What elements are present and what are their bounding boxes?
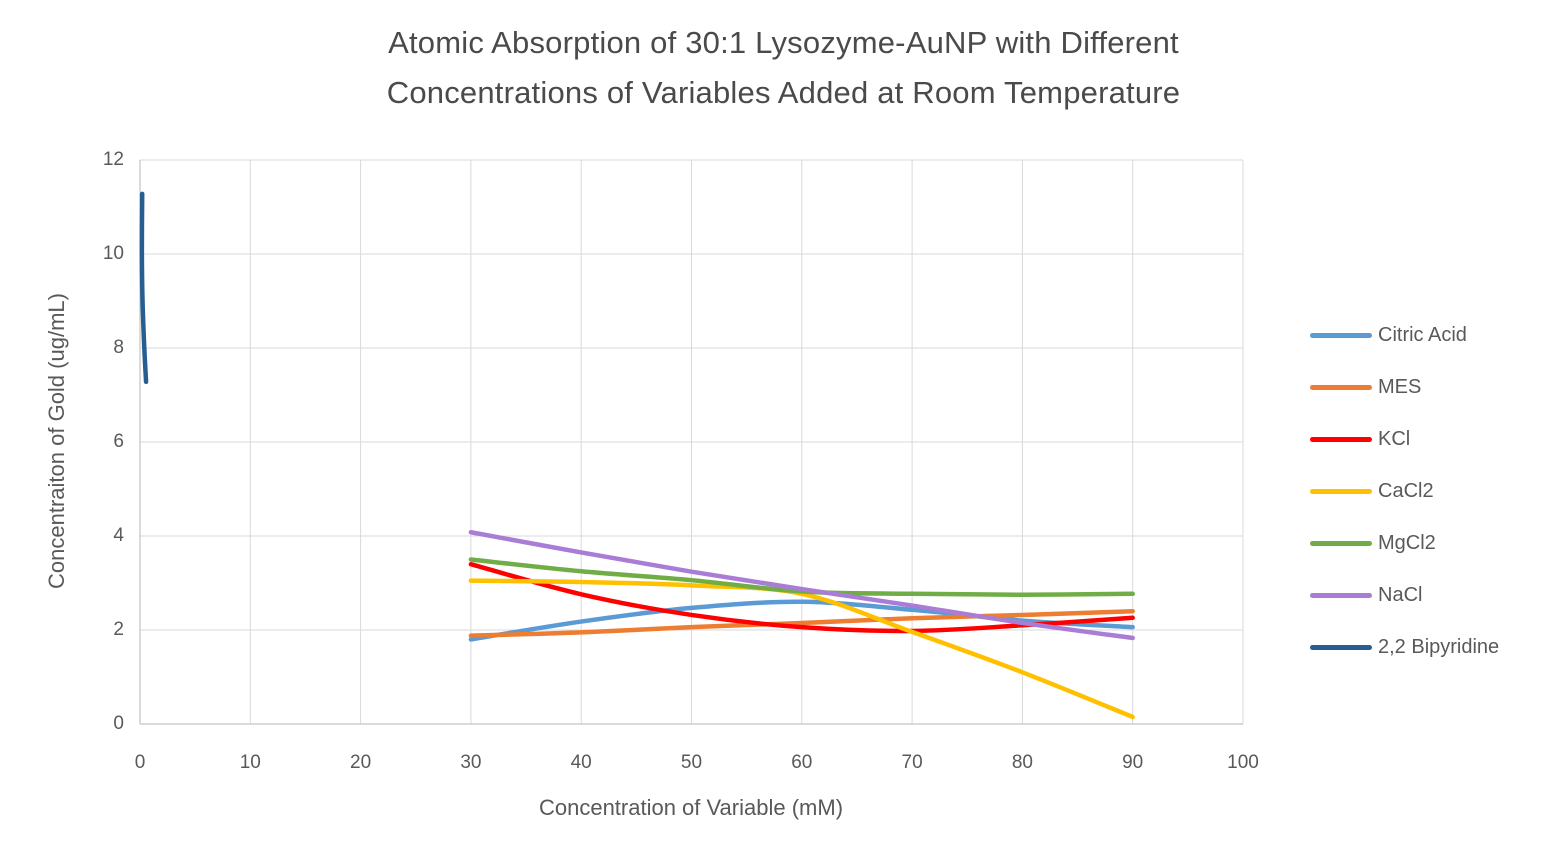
x-tick-label: 80 xyxy=(1011,752,1033,773)
x-tick-label: 20 xyxy=(350,752,372,773)
legend-swatch-mgcl2 xyxy=(1310,540,1372,546)
y-tick-label: 10 xyxy=(102,243,124,264)
x-tick-label: 100 xyxy=(1227,752,1259,773)
x-tick-label: 50 xyxy=(680,752,703,773)
x-tick-label: 0 xyxy=(134,752,146,773)
series-line-2-2-bipyridine xyxy=(139,191,149,385)
legend-swatch-kcl xyxy=(1310,436,1372,442)
y-tick-label: 2 xyxy=(113,619,124,640)
legend-label: Citric Acid xyxy=(1378,323,1467,346)
y-tick-label: 6 xyxy=(113,431,124,452)
series-line-cacl2 xyxy=(468,578,1135,720)
y-tick-label: 12 xyxy=(102,149,124,170)
legend-item-citric-acid: Citric Acid xyxy=(1310,324,1499,346)
legend-label: NaCl xyxy=(1378,583,1423,606)
chart-title: Atomic Absorption of 30:1 Lysozyme-AuNP … xyxy=(0,18,1567,118)
legend-swatch-citric-acid xyxy=(1310,332,1372,338)
legend-label: MgCl2 xyxy=(1378,531,1436,554)
series-line-kcl xyxy=(468,561,1135,634)
series-line-mgcl2 xyxy=(468,557,1135,597)
legend-label: MES xyxy=(1378,375,1422,398)
y-tick-label: 0 xyxy=(113,713,124,734)
legend-swatch-nacl xyxy=(1310,592,1372,598)
chart-title-line-1: Atomic Absorption of 30:1 Lysozyme-AuNP … xyxy=(388,25,1179,60)
legend-item-2-2-bipyridine: 2,2 Bipyridine xyxy=(1310,636,1499,658)
series-line-nacl xyxy=(468,529,1135,641)
legend-swatch-mes xyxy=(1310,384,1372,390)
x-tick-label: 40 xyxy=(570,752,592,773)
x-tick-label: 70 xyxy=(901,752,923,773)
x-axis-title: Concentration of Variable (mM) xyxy=(538,795,844,820)
legend-swatch-2-2-bipyridine xyxy=(1310,644,1372,650)
y-tick-label: 4 xyxy=(113,525,124,546)
chart-title-line-2: Concentrations of Variables Added at Roo… xyxy=(386,75,1181,110)
x-tick-label: 30 xyxy=(460,752,482,773)
x-tick-label: 90 xyxy=(1122,752,1144,773)
legend-item-mes: MES xyxy=(1310,376,1499,398)
legend-item-mgcl2: MgCl2 xyxy=(1310,532,1499,554)
y-tick-label: 8 xyxy=(113,337,124,358)
legend-item-kcl: KCl xyxy=(1310,428,1499,450)
series-line-mes xyxy=(468,608,1135,638)
x-tick-label: 10 xyxy=(239,752,261,773)
legend-item-cacl2: CaCl2 xyxy=(1310,480,1499,502)
legend-item-nacl: NaCl xyxy=(1310,584,1499,606)
legend-label: 2,2 Bipyridine xyxy=(1378,635,1500,658)
y-axis-title: Concentraiton of Gold (ug/mL) xyxy=(44,293,69,589)
x-tick-label: 60 xyxy=(791,752,813,773)
series-line-citric-acid xyxy=(468,599,1135,642)
legend: Citric Acid MES KCl CaCl2 MgCl2 NaCl 2,2 Bipyr… xyxy=(1310,324,1499,658)
legend-label: KCl xyxy=(1378,427,1411,450)
legend-swatch-cacl2 xyxy=(1310,488,1372,494)
legend-label: CaCl2 xyxy=(1378,479,1434,502)
